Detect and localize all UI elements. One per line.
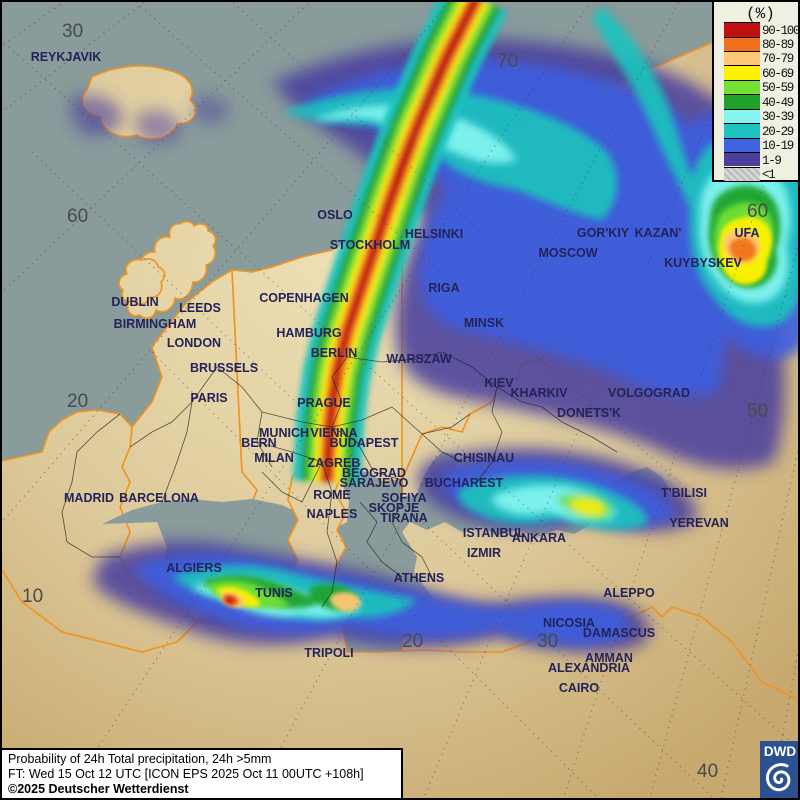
svg-text:DWD: DWD	[764, 744, 796, 759]
